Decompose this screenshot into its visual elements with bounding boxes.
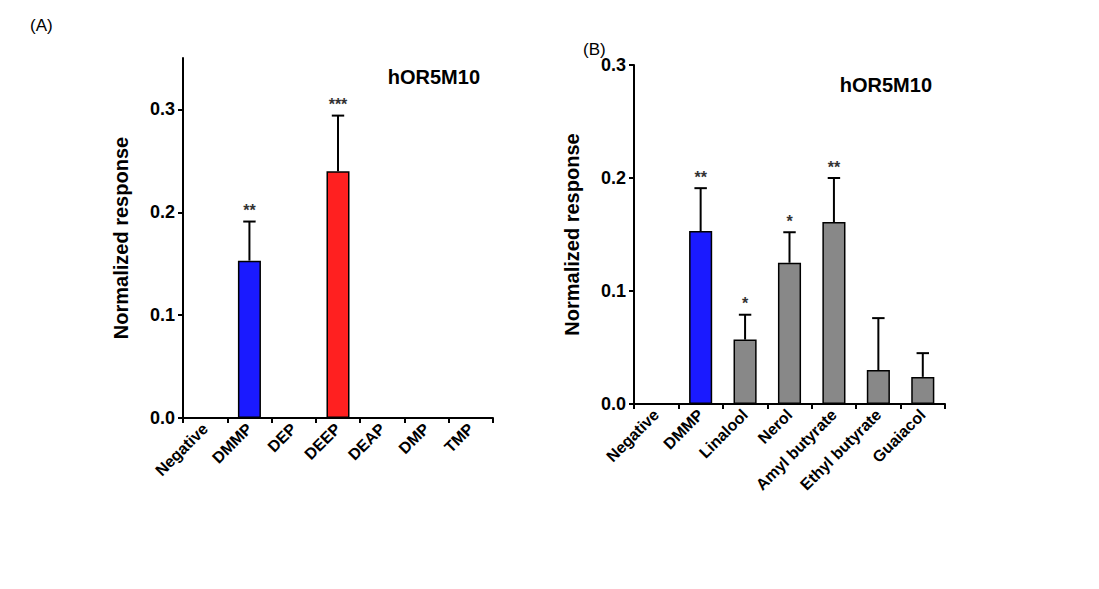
svg-text:(B): (B) — [583, 40, 606, 59]
svg-text:0.2: 0.2 — [150, 202, 175, 222]
svg-text:Normalized response: Normalized response — [561, 133, 583, 335]
svg-text:Nerol: Nerol — [755, 406, 796, 447]
svg-text:(A): (A) — [30, 16, 53, 35]
svg-text:*: * — [742, 295, 749, 312]
svg-text:**: ** — [828, 159, 841, 176]
svg-text:0.1: 0.1 — [150, 305, 175, 325]
svg-text:Guaiacol: Guaiacol — [869, 406, 929, 466]
svg-text:**: ** — [243, 202, 256, 219]
svg-text:Linalool: Linalool — [696, 406, 751, 461]
svg-text:0.1: 0.1 — [601, 281, 626, 301]
svg-text:***: *** — [329, 96, 348, 113]
svg-text:Negative: Negative — [603, 406, 662, 465]
svg-text:DEEP: DEEP — [301, 420, 344, 463]
svg-text:hOR5M10: hOR5M10 — [388, 66, 480, 88]
svg-text:hOR5M10: hOR5M10 — [840, 74, 932, 96]
svg-text:DEP: DEP — [264, 420, 300, 456]
svg-text:0.3: 0.3 — [601, 55, 626, 75]
svg-text:DMMP: DMMP — [209, 420, 256, 467]
svg-text:Normalized response: Normalized response — [110, 137, 132, 339]
svg-text:0.2: 0.2 — [601, 168, 626, 188]
svg-text:0.0: 0.0 — [601, 394, 626, 414]
svg-text:0.3: 0.3 — [150, 99, 175, 119]
svg-text:Negative: Negative — [152, 420, 211, 479]
svg-text:*: * — [786, 213, 793, 230]
svg-text:Amyl butyrate: Amyl butyrate — [753, 406, 840, 493]
svg-text:DMMP: DMMP — [660, 406, 707, 453]
svg-text:**: ** — [694, 169, 707, 186]
svg-text:DEAP: DEAP — [345, 420, 389, 464]
svg-text:TMP: TMP — [441, 420, 477, 456]
svg-text:0.0: 0.0 — [150, 408, 175, 428]
svg-text:DMP: DMP — [395, 420, 432, 457]
svg-text:Ethyl butyrate: Ethyl butyrate — [797, 406, 884, 493]
